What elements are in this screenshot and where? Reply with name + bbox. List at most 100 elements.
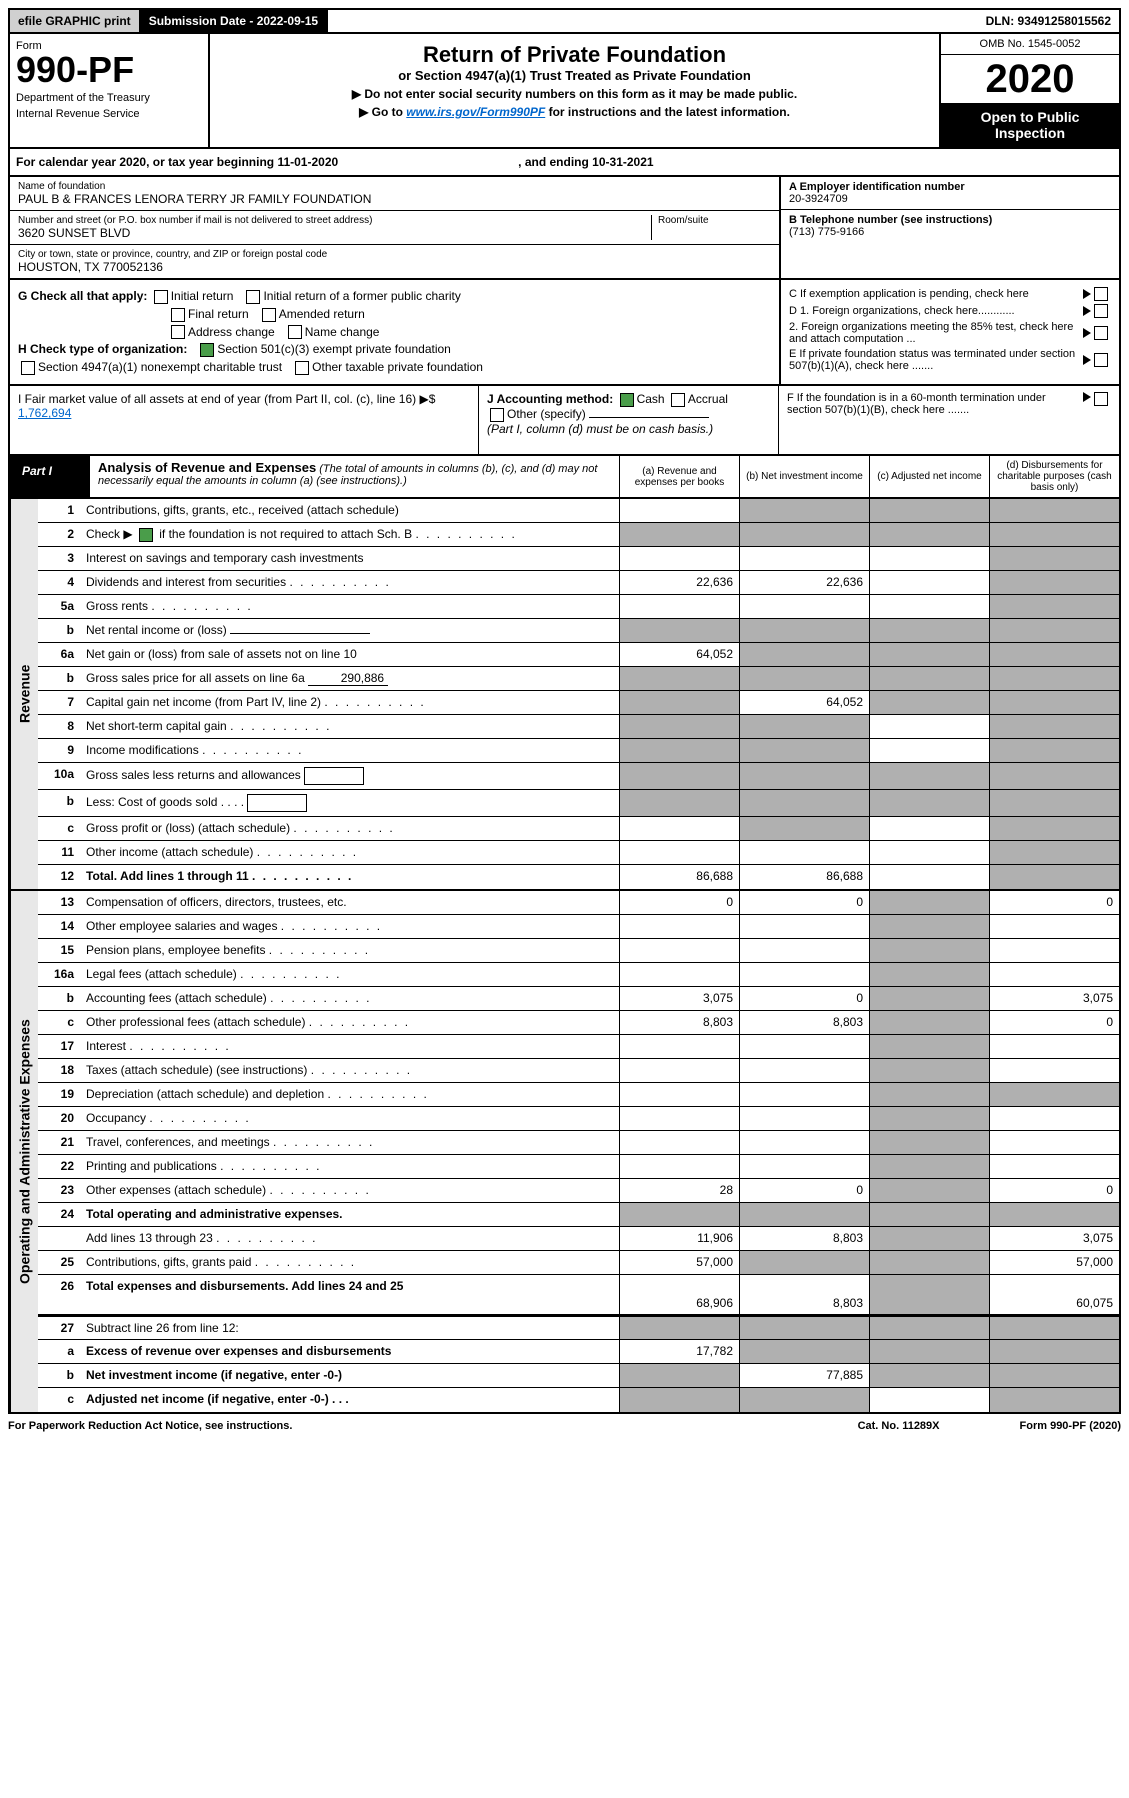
- top-bar: efile GRAPHIC print Submission Date - 20…: [8, 8, 1121, 34]
- cat-no: Cat. No. 11289X: [858, 1420, 940, 1432]
- j-label: J Accounting method:: [487, 392, 613, 406]
- phone-value: (713) 775-9166: [789, 226, 1111, 238]
- line-22: Printing and publications: [78, 1155, 619, 1178]
- other-method-checkbox[interactable]: [490, 408, 504, 422]
- line-27: Subtract line 26 from line 12:: [78, 1317, 619, 1339]
- line-13: Compensation of officers, directors, tru…: [78, 891, 619, 914]
- open-inspection: Open to Public Inspection: [941, 103, 1119, 147]
- other-taxable-checkbox[interactable]: [295, 361, 309, 375]
- line-27a: Excess of revenue over expenses and disb…: [78, 1340, 619, 1363]
- room-label: Room/suite: [658, 215, 771, 226]
- foundation-name: PAUL B & FRANCES LENORA TERRY JR FAMILY …: [18, 192, 771, 206]
- col-b-header: (b) Net investment income: [739, 456, 869, 497]
- foreign-85-checkbox[interactable]: [1094, 326, 1108, 340]
- line-4: Dividends and interest from securities: [78, 571, 619, 594]
- line-6b: Gross sales price for all assets on line…: [78, 667, 619, 690]
- city-label: City or town, state or province, country…: [18, 249, 771, 260]
- line-18: Taxes (attach schedule) (see instruction…: [78, 1059, 619, 1082]
- line-16b: Accounting fees (attach schedule): [78, 987, 619, 1010]
- d1-label: D 1. Foreign organizations, check here..…: [789, 305, 1083, 317]
- form-ref: Form 990-PF (2020): [1020, 1420, 1121, 1432]
- line-2: Check ▶ if the foundation is not require…: [78, 523, 619, 546]
- name-label: Name of foundation: [18, 181, 771, 192]
- opex-side-label: Operating and Administrative Expenses: [10, 891, 38, 1412]
- efile-print-button[interactable]: efile GRAPHIC print: [10, 10, 141, 32]
- line-24: Total operating and administrative expen…: [78, 1203, 619, 1226]
- line-19: Depreciation (attach schedule) and deple…: [78, 1083, 619, 1106]
- line-1: Contributions, gifts, grants, etc., rece…: [78, 499, 619, 522]
- line-15: Pension plans, employee benefits: [78, 939, 619, 962]
- c-label: C If exemption application is pending, c…: [789, 288, 1083, 300]
- line-10c: Gross profit or (loss) (attach schedule): [78, 817, 619, 840]
- form-number: 990-PF: [16, 52, 202, 88]
- line-21: Travel, conferences, and meetings: [78, 1131, 619, 1154]
- name-change-checkbox[interactable]: [288, 325, 302, 339]
- irs-label: Internal Revenue Service: [16, 108, 202, 120]
- line-27b: Net investment income (if negative, ente…: [78, 1364, 619, 1387]
- cash-checkbox[interactable]: [620, 393, 634, 407]
- dept-treasury: Department of the Treasury: [16, 92, 202, 104]
- ssn-warning: ▶ Do not enter social security numbers o…: [218, 87, 931, 101]
- status-terminated-checkbox[interactable]: [1094, 353, 1108, 367]
- ein-label: A Employer identification number: [789, 181, 1111, 193]
- line-5b: Net rental income or (loss): [78, 619, 619, 642]
- f-label: F If the foundation is in a 60-month ter…: [787, 392, 1083, 416]
- final-return-checkbox[interactable]: [171, 308, 185, 322]
- arrow-icon: [1083, 306, 1091, 316]
- line-11: Other income (attach schedule): [78, 841, 619, 864]
- omb-number: OMB No. 1545-0052: [941, 34, 1119, 55]
- line-5a: Gross rents: [78, 595, 619, 618]
- line-7: Capital gain net income (from Part IV, l…: [78, 691, 619, 714]
- instructions-line: ▶ Go to www.irs.gov/Form990PF for instru…: [218, 105, 931, 119]
- line-24b: Add lines 13 through 23: [78, 1227, 619, 1250]
- calendar-year-row: For calendar year 2020, or tax year begi…: [8, 149, 1121, 177]
- part-title: Analysis of Revenue and Expenses: [98, 460, 316, 475]
- addr-label: Number and street (or P.O. box number if…: [18, 215, 651, 226]
- exemption-pending-checkbox[interactable]: [1094, 287, 1108, 301]
- g-label: G Check all that apply:: [18, 289, 147, 303]
- col-a-header: (a) Revenue and expenses per books: [619, 456, 739, 497]
- line-8: Net short-term capital gain: [78, 715, 619, 738]
- accrual-checkbox[interactable]: [671, 393, 685, 407]
- line-3: Interest on savings and temporary cash i…: [78, 547, 619, 570]
- street-address: 3620 SUNSET BLVD: [18, 226, 651, 240]
- paperwork-notice: For Paperwork Reduction Act Notice, see …: [8, 1420, 292, 1432]
- irs-link[interactable]: www.irs.gov/Form990PF: [406, 105, 545, 119]
- hij-section: I Fair market value of all assets at end…: [8, 386, 1121, 456]
- schb-checkbox[interactable]: [139, 528, 153, 542]
- 60month-checkbox[interactable]: [1094, 392, 1108, 406]
- line-10b: Less: Cost of goods sold . . . .: [78, 790, 619, 816]
- line-9: Income modifications: [78, 739, 619, 762]
- address-change-checkbox[interactable]: [171, 325, 185, 339]
- arrow-icon: [1083, 289, 1091, 299]
- line-16c: Other professional fees (attach schedule…: [78, 1011, 619, 1034]
- col-c-header: (c) Adjusted net income: [869, 456, 989, 497]
- ein-value: 20-3924709: [789, 193, 1111, 205]
- initial-return-checkbox[interactable]: [154, 290, 168, 304]
- form-header: Form 990-PF Department of the Treasury I…: [8, 34, 1121, 149]
- line-10a: Gross sales less returns and allowances: [78, 763, 619, 789]
- submission-date: Submission Date - 2022-09-15: [141, 10, 328, 32]
- fmv-value[interactable]: 1,762,694: [18, 406, 71, 420]
- phone-label: B Telephone number (see instructions): [789, 214, 1111, 226]
- foundation-info: Name of foundation PAUL B & FRANCES LENO…: [8, 177, 1121, 280]
- part-label: Part I: [10, 456, 90, 497]
- amended-return-checkbox[interactable]: [262, 308, 276, 322]
- line-23: Other expenses (attach schedule): [78, 1179, 619, 1202]
- form-subtitle: or Section 4947(a)(1) Trust Treated as P…: [218, 68, 931, 83]
- arrow-icon: [1083, 328, 1091, 338]
- line-16a: Legal fees (attach schedule): [78, 963, 619, 986]
- page-footer: For Paperwork Reduction Act Notice, see …: [8, 1414, 1121, 1438]
- tax-year: 2020: [941, 55, 1119, 103]
- foreign-org-checkbox[interactable]: [1094, 304, 1108, 318]
- 501c3-checkbox[interactable]: [200, 343, 214, 357]
- line-14: Other employee salaries and wages: [78, 915, 619, 938]
- col-d-header: (d) Disbursements for charitable purpose…: [989, 456, 1119, 497]
- form-title: Return of Private Foundation: [218, 42, 931, 68]
- line-25: Contributions, gifts, grants paid: [78, 1251, 619, 1274]
- arrow-icon: [1083, 392, 1091, 402]
- j-note: (Part I, column (d) must be on cash basi…: [487, 422, 770, 436]
- h-label: H Check type of organization:: [18, 342, 187, 356]
- 4947-checkbox[interactable]: [21, 361, 35, 375]
- initial-former-checkbox[interactable]: [246, 290, 260, 304]
